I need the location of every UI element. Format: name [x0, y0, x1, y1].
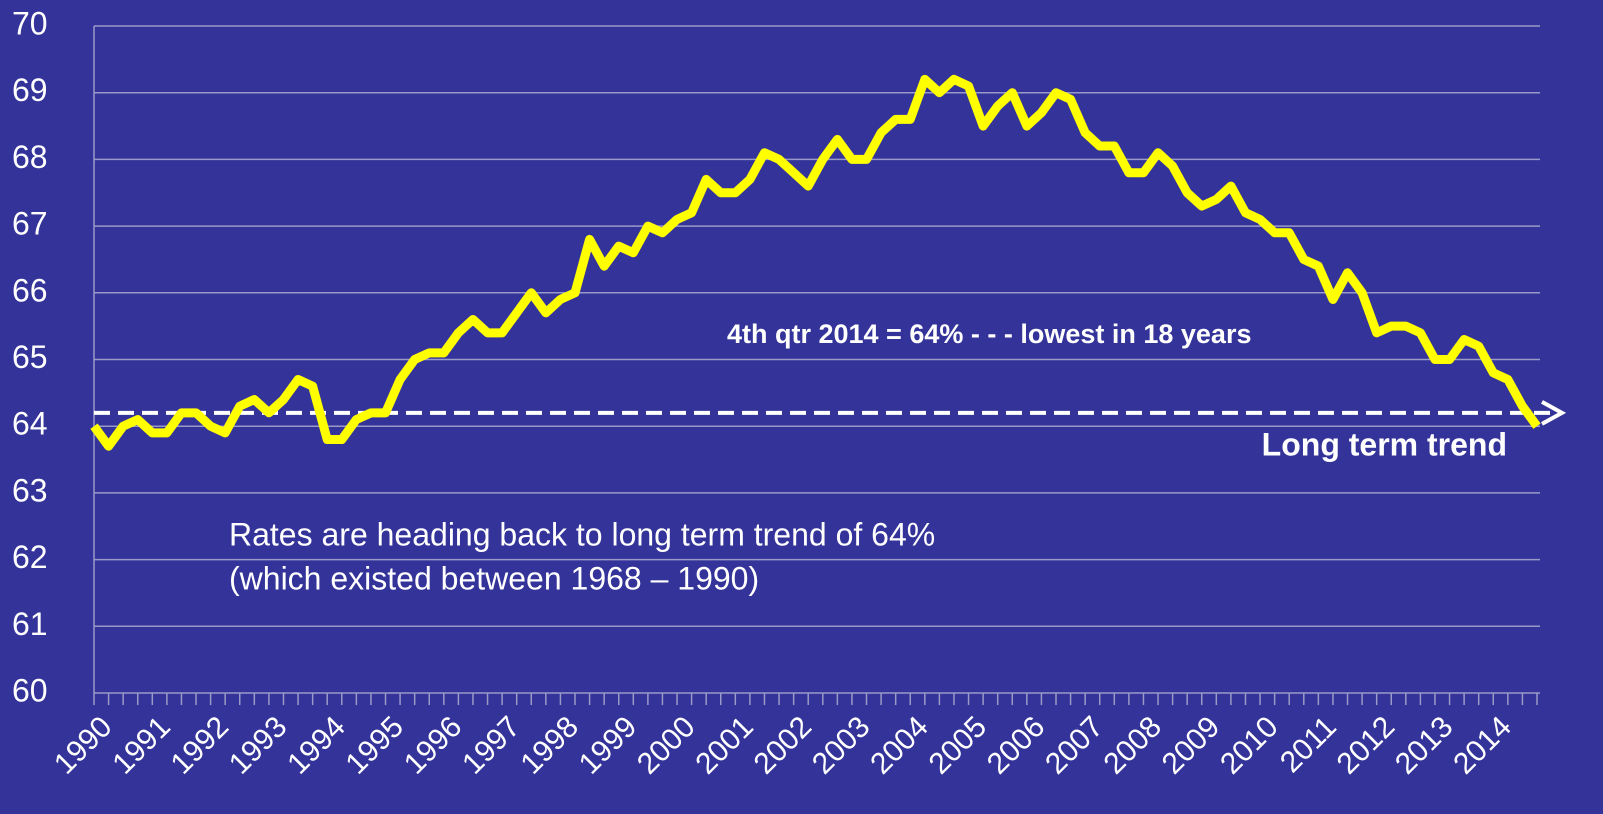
y-tick-label: 63 [12, 472, 48, 508]
y-tick-label: 67 [12, 206, 48, 242]
y-tick-label: 60 [12, 672, 48, 708]
y-tick-label: 66 [12, 272, 48, 308]
y-tick-label: 68 [12, 139, 48, 175]
y-tick-label: 64 [12, 406, 48, 442]
annotation: Rates are heading back to long term tren… [229, 516, 935, 552]
y-tick-label: 62 [12, 539, 48, 575]
trend-label: Long term trend [1262, 426, 1507, 462]
y-tick-label: 70 [12, 5, 48, 41]
y-tick-label: 69 [12, 72, 48, 108]
y-tick-label: 65 [12, 339, 48, 375]
line-series [90, 74, 1541, 451]
annotation: 4th qtr 2014 = 64% - - - lowest in 18 ye… [727, 319, 1251, 349]
annotation: (which existed between 1968 – 1990) [229, 560, 759, 596]
trend-arrow [1541, 400, 1567, 426]
y-tick-label: 61 [12, 606, 48, 642]
